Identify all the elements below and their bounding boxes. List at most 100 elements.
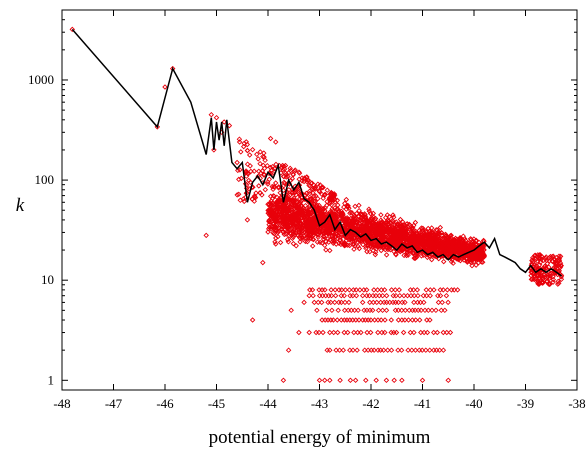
- scatter-point: [371, 242, 378, 249]
- scatter-point: [349, 210, 355, 216]
- scatter-point: [530, 259, 536, 265]
- scatter-point: [280, 228, 286, 235]
- scatter-point: [275, 185, 282, 191]
- scatter-point: [414, 287, 421, 293]
- scatter-point: [280, 173, 287, 180]
- scatter-point: [459, 241, 465, 247]
- scatter-point: [444, 287, 451, 293]
- scatter-point: [355, 226, 361, 232]
- scatter-point: [316, 377, 323, 384]
- y-axis-label: k: [16, 195, 25, 216]
- scatter-point: [442, 307, 448, 314]
- scatter-point: [341, 218, 347, 225]
- scatter-point: [299, 235, 306, 242]
- scatter-point: [338, 299, 345, 306]
- scatter-point: [393, 252, 399, 258]
- scatter-point: [341, 214, 347, 220]
- scatter-point: [296, 170, 303, 176]
- scatter-point: [437, 224, 444, 231]
- scatter-point: [291, 209, 297, 216]
- scatter-point: [338, 224, 345, 230]
- scatter-point: [269, 163, 276, 170]
- scatter-point: [343, 217, 349, 223]
- scatter-point: [306, 329, 312, 336]
- scatter-point: [345, 224, 351, 230]
- scatter-point: [382, 236, 389, 242]
- scatter-point: [277, 211, 284, 217]
- scatter-point: [454, 287, 461, 293]
- y-tick-label: 100: [35, 172, 55, 187]
- scatter-point: [332, 214, 339, 221]
- scatter-point: [359, 292, 366, 299]
- scatter-point: [384, 243, 391, 249]
- scatter-point: [282, 223, 288, 229]
- scatter-point: [287, 197, 294, 203]
- scatter-point: [272, 241, 279, 247]
- scatter-point: [406, 221, 413, 228]
- scatter-point: [397, 292, 403, 299]
- scatter-point: [352, 213, 358, 219]
- scatter-point: [392, 287, 399, 293]
- scatter-point: [446, 249, 453, 255]
- scatter-point: [371, 347, 377, 353]
- scatter-point: [299, 228, 305, 235]
- scatter-point: [342, 233, 349, 239]
- scatter-point: [341, 241, 348, 248]
- scatter-point: [283, 171, 290, 178]
- scatter-point: [328, 299, 334, 306]
- scatter-point: [280, 198, 287, 204]
- scatter-point: [282, 217, 289, 223]
- scatter-point: [321, 225, 327, 231]
- scatter-point: [259, 168, 266, 174]
- scatter-point: [234, 159, 240, 166]
- scatter-point: [479, 246, 486, 252]
- scatter-point: [543, 274, 550, 281]
- scatter-point: [556, 253, 562, 259]
- scatter-point: [292, 232, 298, 238]
- scatter-point: [288, 307, 294, 314]
- scatter-point: [402, 299, 408, 306]
- scatter-point: [354, 347, 360, 353]
- scatter-point: [440, 287, 447, 293]
- scatter-point: [411, 239, 417, 246]
- scatter-point: [404, 246, 411, 253]
- scatter-point: [331, 299, 338, 306]
- scatter-point: [538, 273, 544, 279]
- scatter-point: [313, 329, 319, 336]
- scatter-point: [467, 236, 474, 242]
- scatter-point: [389, 225, 396, 231]
- scatter-point: [405, 229, 412, 235]
- scatter-point: [278, 219, 284, 226]
- scatter-point: [310, 292, 316, 299]
- scatter-point: [244, 147, 251, 154]
- scatter-point: [550, 276, 557, 283]
- scatter-point: [244, 161, 251, 167]
- scatter-point: [469, 262, 475, 269]
- scatter-point: [432, 235, 438, 242]
- scatter-point: [539, 253, 545, 260]
- scatter-point: [375, 307, 382, 314]
- scatter-point: [529, 255, 536, 261]
- scatter-point: [289, 235, 296, 242]
- scatter-point: [375, 329, 381, 336]
- scatter-point: [362, 212, 368, 218]
- scatter-point: [370, 292, 376, 299]
- scatter-point: [327, 196, 334, 203]
- scatter-point: [282, 180, 288, 187]
- scatter-point: [291, 221, 298, 228]
- scatter-point: [292, 211, 298, 218]
- scatter-point: [427, 230, 433, 237]
- scatter-point: [431, 287, 437, 293]
- scatter-point: [309, 216, 316, 223]
- scatter-point: [286, 232, 292, 239]
- scatter-point: [460, 233, 467, 239]
- scatter-point: [346, 287, 353, 293]
- scatter-point: [433, 307, 439, 314]
- scatter-point: [374, 287, 381, 293]
- scatter-point: [441, 241, 448, 247]
- scatter-point: [388, 287, 395, 293]
- scatter-point: [470, 241, 477, 248]
- scatter-point: [554, 260, 560, 267]
- scatter-point: [338, 292, 345, 299]
- scatter-point: [433, 237, 439, 243]
